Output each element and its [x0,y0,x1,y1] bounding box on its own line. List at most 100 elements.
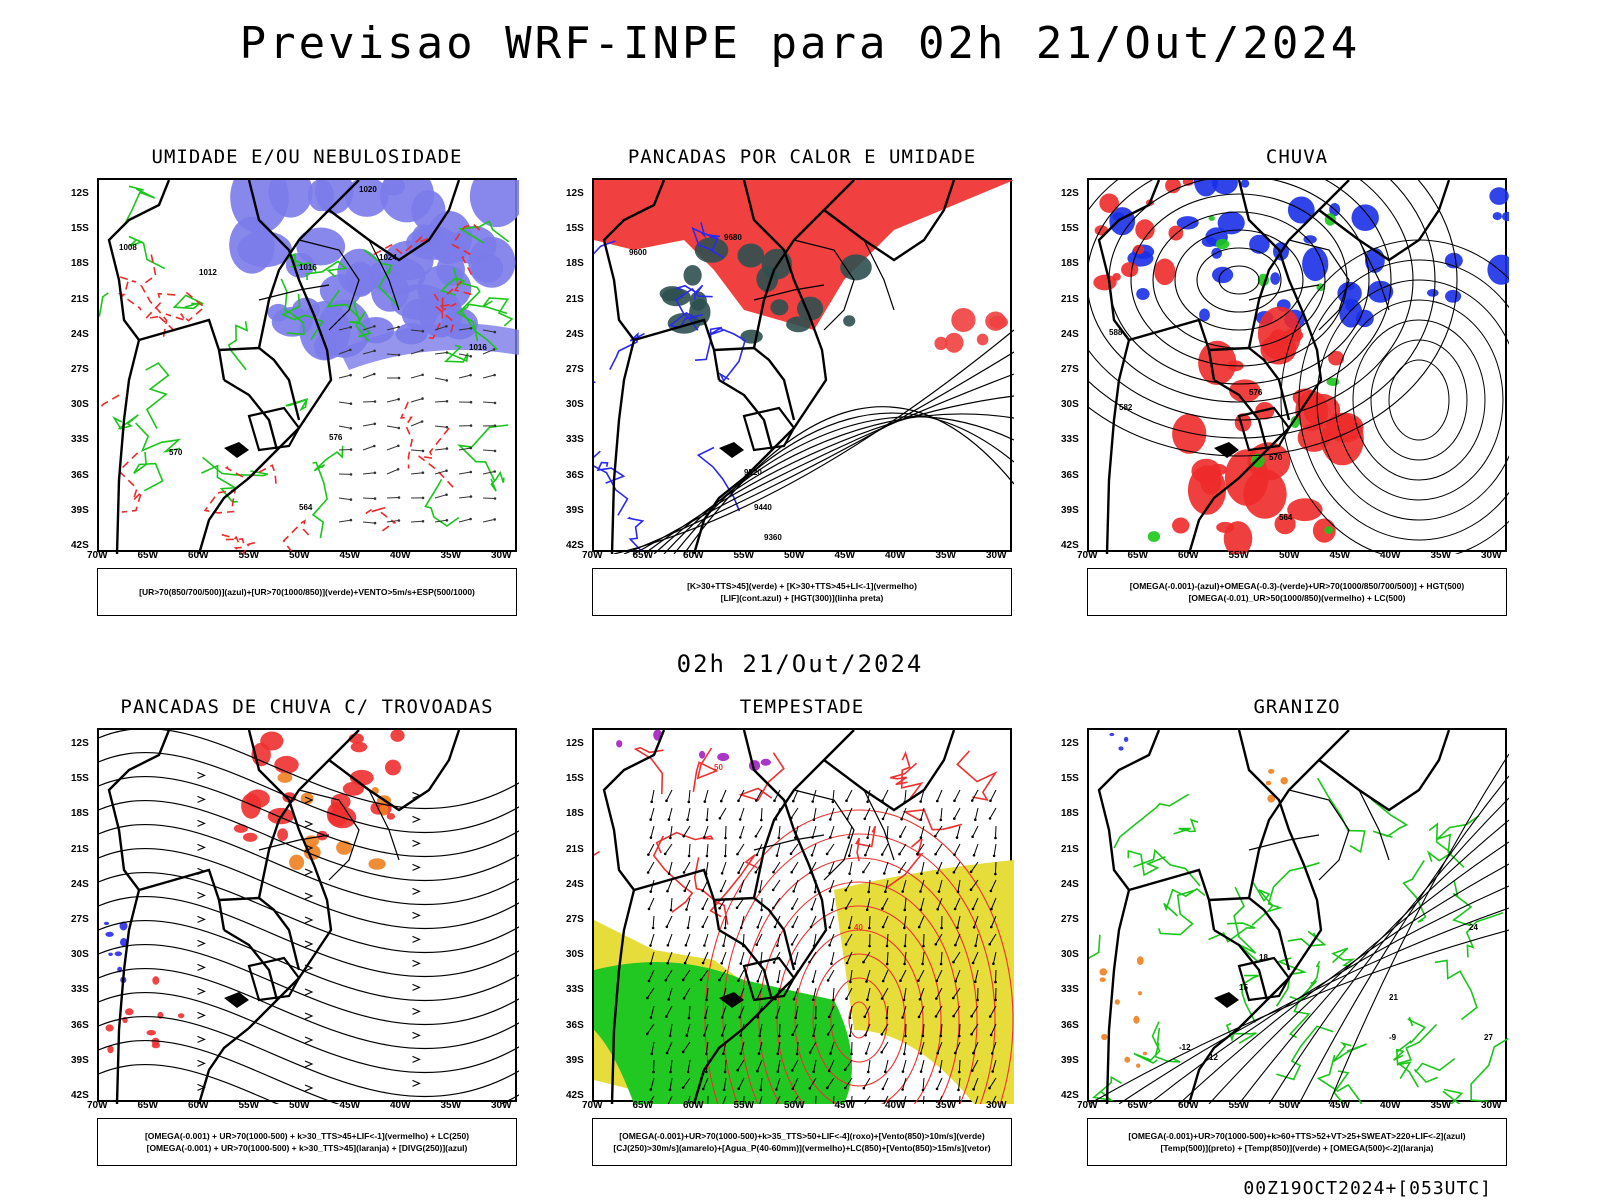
lon-label: 65W [632,550,654,561]
wind-vector [434,377,447,381]
omega-orange [1099,977,1106,982]
wind-vector-850 [863,1077,871,1089]
state-border [753,834,825,851]
wind-vector-850 [866,897,871,910]
wind-vector-850 [938,1095,943,1104]
uruguay-border [247,956,301,1002]
wind-vector-850 [704,789,709,802]
country-border [1128,868,1216,931]
map-umidade-e-ou-nebulosidade[interactable]: 1008 1012 1016 1020 1024 1016 576 570 564 [97,178,519,554]
divergence-blue [114,951,122,957]
wind-vector-850-head [669,1070,672,1074]
map-tempestade[interactable]: 40 50 [592,728,1014,1104]
streamline-arrow [412,839,421,847]
wind-vector-head [469,517,472,521]
country-border [1318,730,1451,812]
wind-vector-850-head [647,907,651,911]
lifted-index-contour [596,461,626,484]
country-border [823,730,956,812]
contour-label: 9440 [754,503,772,512]
wind-vector-850 [883,1095,889,1104]
wind-vector [362,521,376,524]
rain-red [1112,273,1121,281]
wind-vector-850 [776,1005,781,1018]
country-border [1208,346,1291,421]
wind-vector-850-head [755,853,759,857]
wind-vector-850-head [826,1086,829,1090]
contour-label: 576 [329,433,343,442]
wind-vector-850 [721,1023,727,1036]
lon-label: 55W [238,1100,260,1111]
wind-vector-850 [703,825,709,838]
wind-vector [482,329,495,333]
wind-vector-850-head [972,854,976,857]
wind-vector-850 [668,807,673,820]
wind-vector-head [349,473,353,476]
state-border [298,239,360,331]
wind-vector-850-head [971,961,975,965]
coastline [692,180,828,554]
streamline [99,943,519,1026]
humidity-shade [268,180,313,218]
wind-vector-850-head [738,1015,741,1019]
wind-vector [362,445,375,451]
wind-vector-850 [862,861,871,873]
map-chuva[interactable]: 588 582 576 570 564 [1087,178,1509,554]
wind-vector-head [397,397,401,401]
streamline [99,847,519,930]
wind-vector-850-head [843,1068,847,1072]
wind-vector-850-head [952,871,956,874]
wind-vector-850-head [922,944,925,948]
severe-purple [760,758,771,766]
lat-label: 42S [71,540,89,551]
thickness-contour-red [117,452,143,513]
temp850-contour [1395,1016,1427,1054]
wind-vector-850-head [811,980,815,983]
country-border [633,868,721,931]
wind-vector-850 [790,807,799,819]
wind-vector-850 [720,879,727,892]
wind-vector-850-head [919,818,923,821]
map-pancadas-por-calor-e-umidade[interactable]: 9600 9520 9440 9360 9680 [592,178,1014,554]
wind-vector-850 [917,969,925,981]
map-pancadas-de-chuva-c-trovoadas[interactable] [97,728,519,1104]
omega-blue [1240,180,1250,188]
temp850-contour [1133,1021,1161,1064]
wind-vector-850-head [739,1034,742,1037]
wind-vector-head [397,426,401,430]
wind-vector-850-head [903,1052,906,1056]
wind-vector-850 [863,951,871,963]
wind-vector-850 [958,1023,961,1037]
contour-label: 570 [169,448,183,457]
wind-vector-850-head [649,944,652,947]
wind-vector-850-head [898,852,901,856]
humidity-contour-green [456,303,508,342]
wind-vector-850 [903,915,907,928]
panel-title-pancadas-de-chuva-c-trovoadas: PANCADAS DE CHUVA C/ TROVOADAS [120,696,494,718]
country-border [718,928,774,1001]
wind-vector-850 [886,951,889,965]
divergence-blue [105,931,114,937]
streamline [99,919,519,1002]
wind-vector-850-head [681,1050,685,1054]
rain-red [1229,379,1261,403]
wind-vector-850-head [904,1034,907,1038]
map-granizo[interactable]: -12 -9 12 15 18 21 24 27 [1087,728,1509,1104]
wind-vector-850 [846,789,853,801]
wind-vector-850-head [994,998,997,1002]
severe-purple [699,750,706,759]
lon-label: 70W [1077,550,1098,561]
wind-vector-850 [739,825,745,838]
legend-line: [OMEGA(-0.001)+UR>70(1000-500)+k>60+TTS>… [1128,1131,1466,1141]
wind-vector-850 [955,969,961,982]
wind-vector-head [469,400,473,404]
wind-vector-850 [718,969,727,981]
lifted-index-contour [696,446,741,512]
humidity-contour-green [112,414,139,430]
wind-vector-850 [881,1023,889,1035]
wind-vector-850-head [775,854,779,857]
wind-vector [482,518,495,523]
country-border [115,889,141,1104]
precipitable-water-contour [885,838,924,889]
wind-vector-head [349,373,352,377]
